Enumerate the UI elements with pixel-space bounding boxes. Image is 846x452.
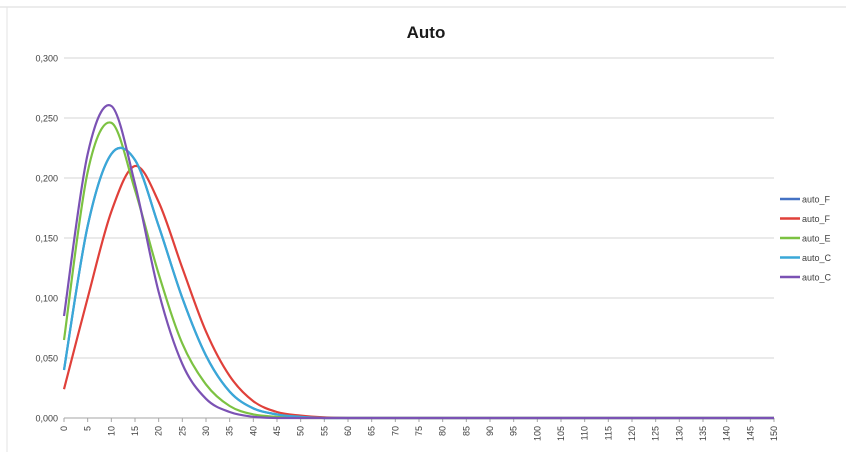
- x-tick-label: 60: [343, 426, 353, 436]
- y-tick-label: 0,000: [35, 414, 58, 424]
- x-tick-label: 115: [603, 426, 613, 440]
- y-tick-label: 0,100: [35, 294, 58, 304]
- x-tick-label: 20: [154, 426, 164, 436]
- x-tick-label: 150: [769, 426, 779, 441]
- x-tick-label: 85: [461, 426, 471, 436]
- x-tick-label: 10: [106, 426, 116, 436]
- x-tick-label: 50: [296, 426, 306, 436]
- x-tick-label: 145: [745, 426, 755, 441]
- y-tick-label: 0,300: [35, 54, 58, 64]
- legend-label: auto_F: [802, 214, 831, 224]
- x-tick-label: 30: [201, 426, 211, 436]
- x-tick-label: 80: [438, 426, 448, 436]
- x-tick-label: 45: [272, 426, 282, 436]
- y-tick-label: 0,050: [35, 354, 58, 364]
- legend-label: auto_C: [802, 273, 832, 283]
- x-tick-label: 35: [225, 426, 235, 436]
- series-lines: [62, 104, 774, 420]
- x-tick-label: 55: [319, 426, 329, 436]
- x-tick-label: 0: [59, 426, 69, 431]
- y-tick-label: 0,200: [35, 174, 58, 184]
- x-tick-label: 130: [674, 426, 684, 441]
- x-tick-label: 40: [248, 426, 258, 436]
- legend-label: auto_F: [802, 195, 831, 205]
- y-tick-label: 0,150: [35, 234, 58, 244]
- y-tick-label: 0,250: [35, 114, 58, 124]
- legend: auto_F auto_F auto_E auto_C auto_C: [780, 195, 832, 283]
- x-tick-label: 105: [556, 426, 566, 441]
- legend-label: auto_C: [802, 253, 832, 263]
- x-tick-label: 135: [698, 426, 708, 441]
- x-tick-label: 120: [627, 426, 637, 441]
- x-tick-label: 90: [485, 426, 495, 436]
- x-tick-label: 25: [177, 426, 187, 436]
- x-tick-label: 100: [532, 426, 542, 441]
- x-tick-label: 110: [580, 426, 590, 440]
- legend-label: auto_E: [802, 234, 831, 244]
- x-tick-label: 140: [722, 426, 732, 441]
- x-tick-label: 70: [390, 426, 400, 436]
- x-tick-label: 125: [651, 426, 661, 441]
- x-tick-label: 95: [509, 426, 519, 436]
- chart-title: Auto: [407, 23, 446, 42]
- series-line: [62, 104, 774, 420]
- x-tick-label: 15: [130, 426, 140, 436]
- x-tick-label: 75: [414, 426, 424, 436]
- x-tick-label: 5: [83, 426, 93, 431]
- x-tick-label: 65: [367, 426, 377, 436]
